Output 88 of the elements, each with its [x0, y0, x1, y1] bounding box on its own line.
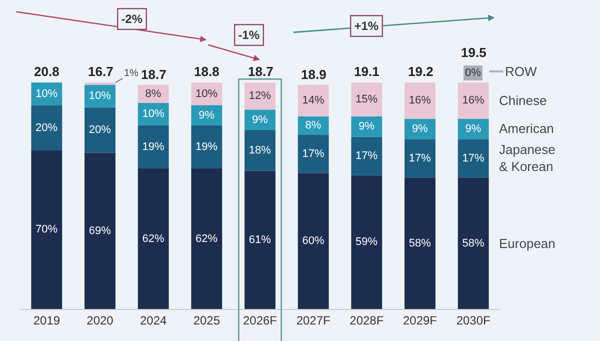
data-label: 9%: [358, 120, 375, 133]
data-label: 9%: [252, 114, 268, 126]
data-label: 10%: [196, 88, 218, 100]
annotation: 18.7: [141, 67, 166, 82]
series-label: European: [499, 236, 556, 251]
data-label: 10%: [36, 88, 58, 100]
bar: [298, 134, 329, 174]
series-label: Japanese & Korean: [499, 142, 556, 174]
data-label: 19%: [142, 141, 164, 154]
bar: [351, 82, 382, 116]
bar: [458, 82, 489, 119]
data-label: 62%: [196, 232, 218, 245]
data-label: 20%: [88, 124, 112, 136]
bar: [84, 82, 116, 85]
data-label: 17%: [462, 152, 484, 164]
data-label: 17%: [356, 150, 378, 162]
bar: [298, 173, 329, 309]
annotation: 18.8: [194, 64, 220, 79]
bar: [404, 82, 436, 119]
data-label: 8%: [305, 120, 322, 132]
bar: [244, 130, 276, 171]
data-label: 61%: [248, 234, 272, 246]
data-label: 16%: [408, 94, 432, 107]
annotation: 16.7: [88, 64, 114, 79]
bar: [84, 152, 116, 309]
data-label: 58%: [408, 237, 432, 250]
data-label: 0%: [465, 67, 482, 79]
bar: [31, 150, 62, 309]
bar: [351, 136, 382, 176]
data-label: 16%: [462, 94, 484, 107]
data-label: 20%: [36, 122, 58, 134]
x-tick-label: 2030F: [456, 313, 490, 328]
x-tick-label: 2027F: [296, 313, 330, 328]
data-label: 10%: [142, 108, 164, 120]
annotation: 20.8: [34, 64, 60, 79]
data-label: 59%: [356, 236, 378, 248]
data-label: 17%: [408, 152, 432, 164]
series-label: American: [499, 121, 554, 136]
bar: [191, 126, 222, 169]
text: -2%: [121, 12, 143, 26]
x-tick-label: 2025: [193, 313, 220, 328]
data-label: 1%: [124, 68, 139, 79]
data-label: 14%: [302, 94, 324, 107]
data-label: 8%: [145, 88, 162, 100]
annotation: 18.7: [248, 64, 274, 79]
series-label: Chinese: [499, 93, 547, 108]
bar: [84, 107, 116, 153]
data-label: 69%: [88, 224, 112, 237]
text: -1%: [238, 28, 260, 42]
bar: [138, 168, 169, 309]
data-label: 17%: [302, 148, 324, 160]
annotation: 19.2: [408, 64, 434, 79]
data-label: 18%: [248, 144, 272, 156]
legend-label: ROW: [505, 64, 538, 79]
data-label: 58%: [462, 237, 484, 250]
bar: [298, 84, 329, 116]
data-label: 10%: [88, 90, 112, 102]
data-label: 62%: [142, 232, 164, 245]
data-label: 15%: [356, 93, 378, 106]
data-label: 60%: [302, 235, 324, 248]
data-label: 9%: [465, 122, 482, 135]
bar: [244, 82, 276, 110]
bar: [31, 105, 62, 150]
data-label: 9%: [198, 109, 215, 122]
bar: [404, 139, 436, 178]
data-label: 9%: [412, 122, 428, 135]
text: +1%: [354, 19, 379, 34]
x-tick-label: 2020: [86, 313, 114, 328]
bar: [404, 118, 436, 140]
annotation: 19.1: [354, 64, 380, 79]
bar: [138, 126, 169, 169]
bar: [458, 178, 489, 309]
x-tick-label: 2029F: [402, 313, 438, 328]
annotation: 18.9: [301, 67, 326, 82]
x-tick-label: 2019: [33, 313, 60, 328]
x-tick-label: 2024: [140, 313, 167, 328]
bar: [458, 139, 489, 178]
annotation: 19.5: [461, 45, 486, 60]
bar: [244, 170, 276, 309]
bar: [351, 175, 382, 309]
data-label: 19%: [196, 141, 218, 154]
x-tick-label: 2026F: [242, 313, 278, 328]
bar: [244, 110, 276, 130]
x-tick-label: 2028F: [350, 313, 384, 328]
bar: [404, 178, 436, 309]
bar: [191, 168, 222, 309]
data-label: 12%: [248, 90, 272, 102]
data-label: 70%: [36, 224, 58, 236]
